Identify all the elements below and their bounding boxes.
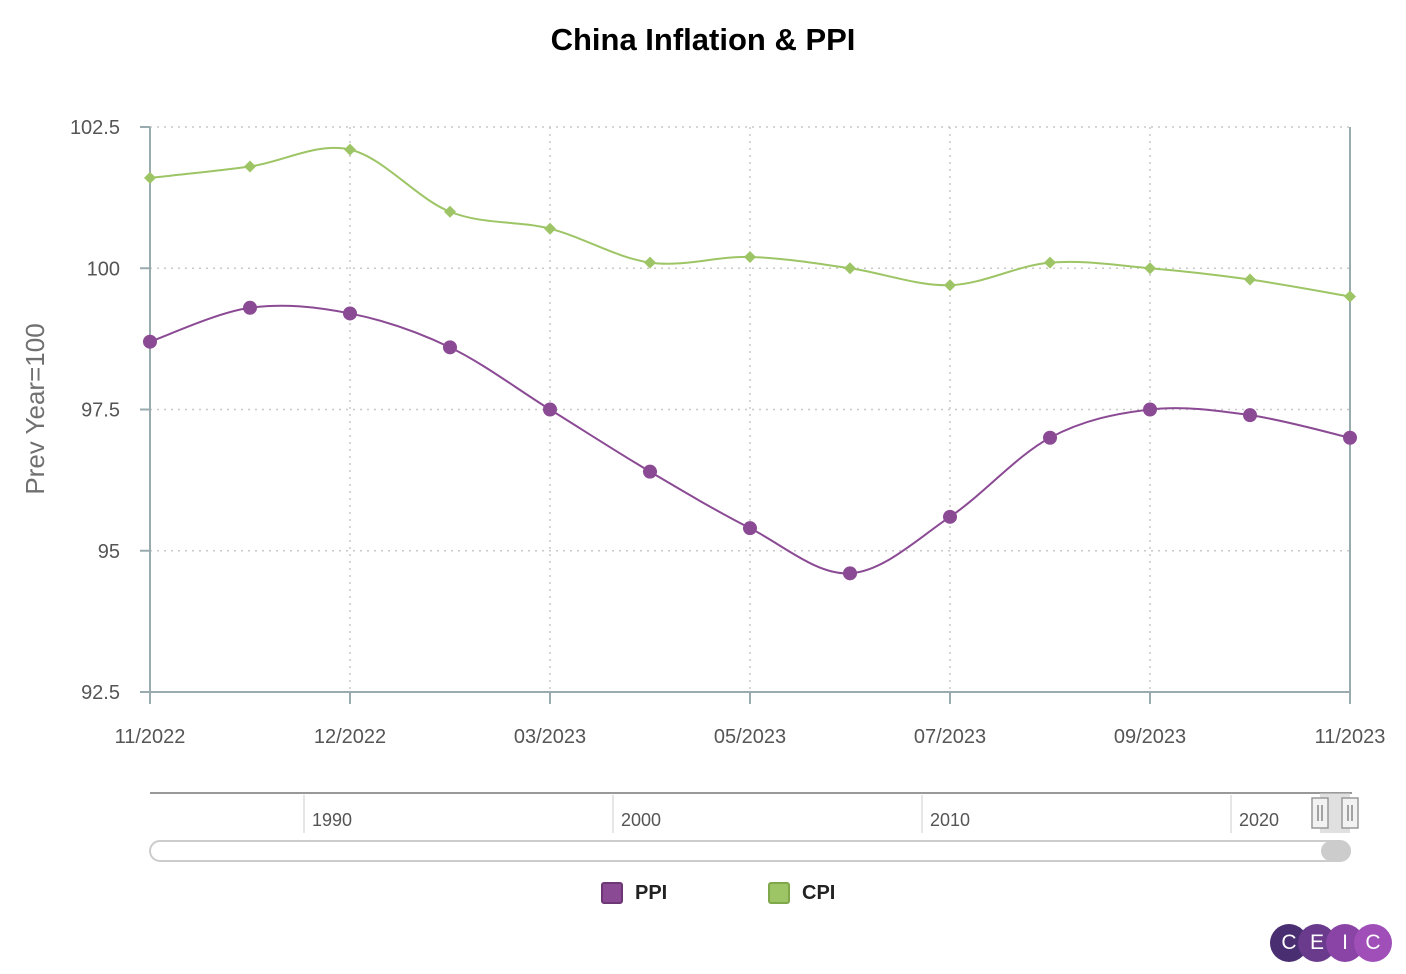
- point-ppi[interactable]: [143, 334, 157, 349]
- point-cpi[interactable]: [1144, 262, 1156, 275]
- point-ppi[interactable]: [943, 509, 957, 524]
- grid-lines: [150, 126, 1350, 692]
- logo-letter: C: [1354, 924, 1392, 962]
- x-tick-label: 11/2023: [1315, 726, 1386, 748]
- point-cpi[interactable]: [344, 143, 356, 156]
- legend-label-ppi: PPI: [635, 881, 668, 904]
- ceic-logo: C E I C: [1270, 924, 1392, 962]
- point-cpi[interactable]: [244, 160, 256, 173]
- point-ppi[interactable]: [243, 300, 257, 315]
- point-ppi[interactable]: [643, 464, 657, 479]
- legend-swatch-ppi: [601, 882, 623, 904]
- x-tick-label: 09/2023: [1114, 726, 1186, 748]
- y-tick-label: 97.5: [81, 400, 120, 422]
- point-cpi[interactable]: [444, 205, 456, 218]
- navigator-tick-label: 2000: [621, 810, 661, 830]
- series-ppi: [143, 300, 1357, 581]
- point-cpi[interactable]: [1244, 273, 1256, 286]
- point-cpi[interactable]: [144, 171, 156, 184]
- navigator-ticks: 1990 2000 2010 2020: [303, 795, 1279, 833]
- legend: PPI CPI: [0, 878, 1406, 910]
- legend-item-cpi[interactable]: CPI: [768, 878, 835, 908]
- scrollbar-track[interactable]: [149, 840, 1351, 862]
- x-tick-labels: 11/2022 12/2022 03/2023 05/2023 07/2023 09/20…: [115, 726, 1386, 748]
- navigator-tick-label: 2020: [1239, 810, 1279, 830]
- point-cpi[interactable]: [1344, 290, 1356, 303]
- y-tick-label: 102.5: [70, 117, 120, 139]
- navigator-tick-label: 2010: [930, 810, 970, 830]
- point-ppi[interactable]: [543, 402, 557, 417]
- point-ppi[interactable]: [343, 306, 357, 321]
- point-cpi[interactable]: [644, 256, 656, 269]
- point-ppi[interactable]: [1343, 430, 1357, 445]
- y-tick-label: 95: [98, 541, 120, 563]
- legend-item-ppi[interactable]: PPI: [601, 878, 667, 908]
- axes: [140, 126, 1351, 704]
- y-tick-label: 92.5: [81, 682, 120, 704]
- point-cpi[interactable]: [544, 222, 556, 235]
- legend-swatch-cpi: [768, 882, 790, 904]
- scrollbar-thumb[interactable]: [1321, 841, 1351, 861]
- point-ppi[interactable]: [843, 566, 857, 581]
- point-ppi[interactable]: [1043, 430, 1057, 445]
- navigator-handle-left[interactable]: [1311, 797, 1329, 829]
- x-tick-label: 07/2023: [914, 726, 986, 748]
- point-cpi[interactable]: [944, 279, 956, 292]
- series-layer: [143, 143, 1357, 581]
- point-ppi[interactable]: [1243, 408, 1257, 423]
- legend-label-cpi: CPI: [802, 881, 836, 904]
- x-tick-label: 03/2023: [514, 726, 586, 748]
- navigator-tick-label: 1990: [312, 810, 352, 830]
- point-ppi[interactable]: [743, 521, 757, 536]
- series-cpi: [144, 143, 1356, 303]
- point-cpi[interactable]: [1044, 256, 1056, 269]
- chart-title: China Inflation & PPI: [550, 22, 856, 57]
- point-ppi[interactable]: [443, 340, 457, 355]
- x-tick-label: 12/2022: [314, 726, 386, 748]
- point-cpi[interactable]: [744, 250, 756, 263]
- y-tick-labels: 92.5 95 97.5 100 102.5: [70, 117, 120, 704]
- y-axis-label: Prev Year=100: [20, 323, 50, 494]
- range-navigator[interactable]: 1990 2000 2010 2020: [149, 792, 1359, 862]
- point-ppi[interactable]: [1143, 402, 1157, 417]
- x-tick-label: 05/2023: [714, 726, 786, 748]
- y-tick-label: 100: [87, 258, 120, 280]
- point-cpi[interactable]: [844, 262, 856, 275]
- navigator-handle-right[interactable]: [1341, 797, 1359, 829]
- x-tick-label: 11/2022: [115, 726, 186, 748]
